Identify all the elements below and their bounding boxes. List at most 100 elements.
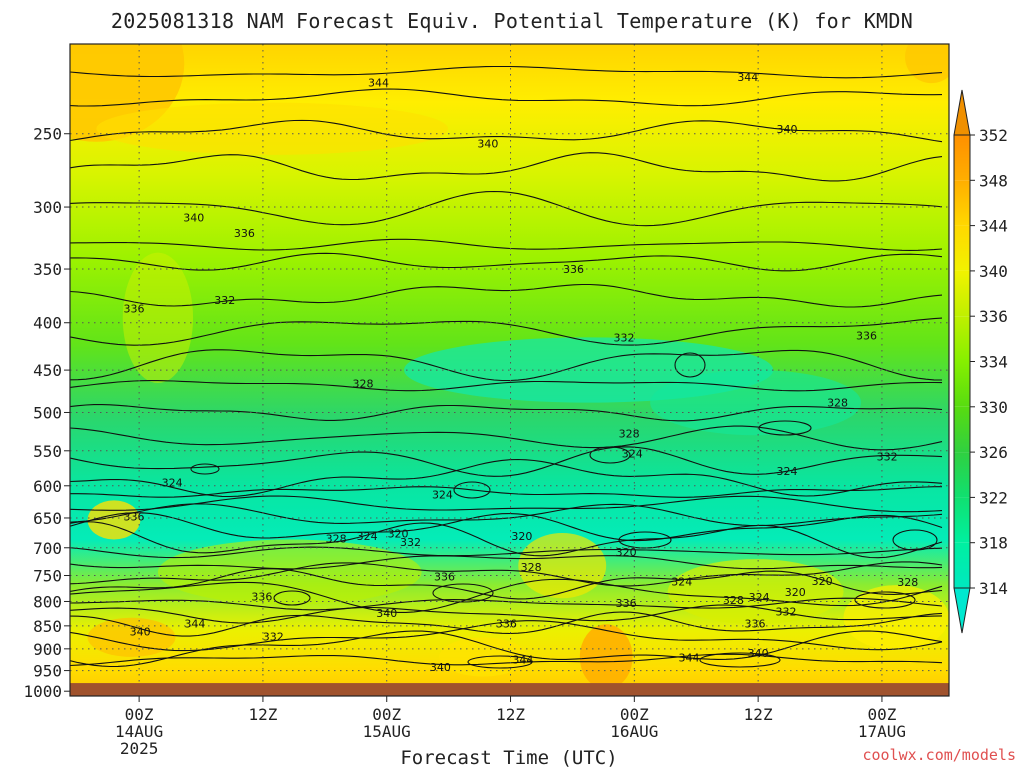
y-tick-label: 500 <box>33 403 62 422</box>
colorbar-label: 330 <box>979 398 1008 417</box>
contour-loop <box>273 590 311 606</box>
contour-line <box>70 404 943 422</box>
contour-label-text: 344 <box>737 71 758 84</box>
contour-label-text: 320 <box>388 528 409 541</box>
contour-label-text: 328 <box>326 532 347 545</box>
contour-label-text: 324 <box>671 575 692 588</box>
contour-label: 328 <box>897 576 918 589</box>
contour-label: 324 <box>671 575 692 588</box>
contour-label: 320 <box>511 530 532 543</box>
contour-label: 328 <box>619 428 640 441</box>
colorbar-segment <box>954 452 970 498</box>
colorbar-segment <box>954 270 970 317</box>
contour-line <box>70 630 943 668</box>
colorbar-segment <box>954 135 970 181</box>
y-tick-label: 700 <box>33 539 62 558</box>
contour-line <box>70 568 943 600</box>
contour-label-text: 332 <box>775 605 796 618</box>
contour-line <box>70 512 943 542</box>
y-tick-label: 350 <box>33 260 62 279</box>
contour-label-text: 336 <box>616 597 637 610</box>
contour-line <box>70 88 943 107</box>
x-tick-label: 00Z <box>620 705 649 724</box>
x-tick-date: 14AUG <box>115 722 163 741</box>
colorbar-segment <box>954 542 970 588</box>
contour-label: 332 <box>877 451 898 464</box>
contour-label-text: 336 <box>434 571 455 584</box>
contour-label-text: 344 <box>184 617 205 630</box>
y-tick-label: 250 <box>33 125 62 144</box>
colorbar-min-arrow <box>953 587 971 634</box>
contour-loop <box>758 420 812 436</box>
contour-label: 344 <box>512 653 533 666</box>
contour-label-text: 336 <box>563 263 584 276</box>
colorbar-segment <box>954 225 970 271</box>
y-tick-label: 1000 <box>23 682 62 701</box>
contour-label: 336 <box>563 263 584 276</box>
contour-label-text: 340 <box>430 661 451 674</box>
contour-label: 336 <box>496 617 517 630</box>
contour-label-text: 328 <box>897 576 918 589</box>
y-tick-label: 950 <box>33 662 62 681</box>
colorbar-segment <box>954 316 970 362</box>
contour-labels: 344 344 340 340 340 336 336 336 336 332 332 328 328 3… <box>123 71 918 674</box>
y-tick-label: 800 <box>33 592 62 611</box>
field-shade <box>157 539 422 605</box>
contour-label: 340 <box>130 625 151 638</box>
contour-line <box>70 252 943 272</box>
contour-line <box>70 349 943 382</box>
contour-lines <box>70 65 943 669</box>
contour-loop <box>432 583 494 603</box>
colorbar-label: 348 <box>979 171 1008 190</box>
contour-loop <box>190 463 220 475</box>
contour-line <box>70 486 942 498</box>
contour-label: 320 <box>785 586 806 599</box>
colorbar-max-arrow <box>953 89 971 136</box>
contour-label: 328 <box>521 561 542 574</box>
contour-label-text: 332 <box>214 294 235 307</box>
contour-label: 340 <box>477 137 498 150</box>
contour-label-text: 324 <box>162 476 183 489</box>
contour-label: 324 <box>777 465 798 478</box>
contour-label-text: 324 <box>622 448 643 461</box>
field-shade <box>650 370 862 436</box>
contour-label: 324 <box>357 530 378 543</box>
contour-label: 340 <box>430 661 451 674</box>
contour-line <box>70 495 943 513</box>
plot-area: 344 344 340 340 340 336 336 336 336 332 332 328 328 3… <box>70 44 949 696</box>
contour-line <box>70 458 943 498</box>
x-tick-date: 16AUG <box>610 722 658 741</box>
contour-label: 336 <box>856 330 877 343</box>
x-tick-label: 12Z <box>744 705 773 724</box>
x-tick-date: 17AUG <box>858 722 906 741</box>
contour-label-text: 320 <box>616 546 637 559</box>
contour-label: 332 <box>263 631 284 644</box>
contour-label: 340 <box>777 123 798 136</box>
y-axis: 250 300 350 400 450 500 550 600 650 700 750 800 850 9… <box>23 125 70 701</box>
contour-label: 328 <box>326 532 347 545</box>
contour-line <box>70 317 943 346</box>
contour-loop <box>618 531 672 549</box>
contour-label: 340 <box>376 607 397 620</box>
contour-line <box>70 380 943 392</box>
contour-label-text: 324 <box>777 465 798 478</box>
y-tick-label: 900 <box>33 640 62 659</box>
contour-line <box>70 561 943 587</box>
contour-line <box>70 119 943 143</box>
contour-label-text: 328 <box>723 594 744 607</box>
y-tick-label: 650 <box>33 509 62 528</box>
contour-line <box>70 238 943 251</box>
contour-label: 336 <box>251 590 272 603</box>
contour-label: 320 <box>388 528 409 541</box>
contour-line <box>70 653 943 667</box>
contour-label-text: 336 <box>123 511 144 524</box>
contour-label-text: 336 <box>856 330 877 343</box>
colorbar-label: 334 <box>979 353 1008 372</box>
contour-label: 332 <box>214 294 235 307</box>
colorbar-label: 340 <box>979 262 1008 281</box>
colorbar-label: 336 <box>979 307 1008 326</box>
contour-label-text: 328 <box>521 561 542 574</box>
x-axis-label: Forecast Time (UTC) <box>400 747 617 768</box>
contour-label: 336 <box>123 302 144 315</box>
contour-label: 344 <box>679 652 700 665</box>
